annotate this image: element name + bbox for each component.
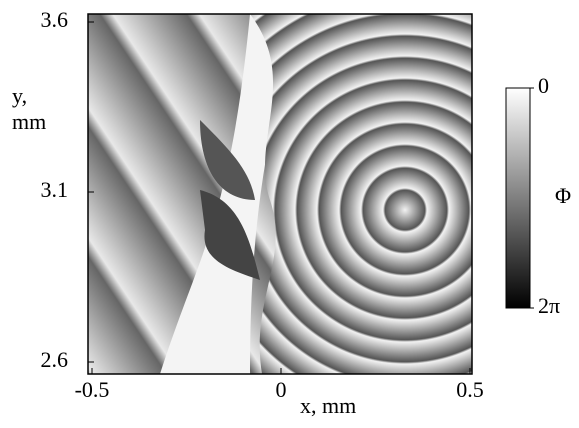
x-tick-label: 0 xyxy=(276,377,287,402)
y-tick-label: 3.6 xyxy=(41,7,69,32)
plot-frame xyxy=(87,13,473,375)
x-tick-label: -0.5 xyxy=(75,377,110,402)
colorbar-tick-label: 2π xyxy=(538,293,560,318)
colorbar-tick-label: 0 xyxy=(538,73,549,98)
x-tick-label: 0.5 xyxy=(456,377,484,402)
y-axis-label: y, mm xyxy=(12,83,46,134)
phase-region xyxy=(200,190,260,280)
phase-map xyxy=(88,14,472,374)
phase-fringes xyxy=(250,14,472,374)
colorbar-label: Φ xyxy=(555,183,571,208)
x-axis-label: x, mm xyxy=(300,393,356,418)
y-tick-label: 2.6 xyxy=(41,347,69,372)
phase-region xyxy=(200,120,255,200)
y-tick-label: 3.1 xyxy=(41,177,69,202)
colorbar xyxy=(505,87,531,309)
phase-region xyxy=(160,14,300,374)
